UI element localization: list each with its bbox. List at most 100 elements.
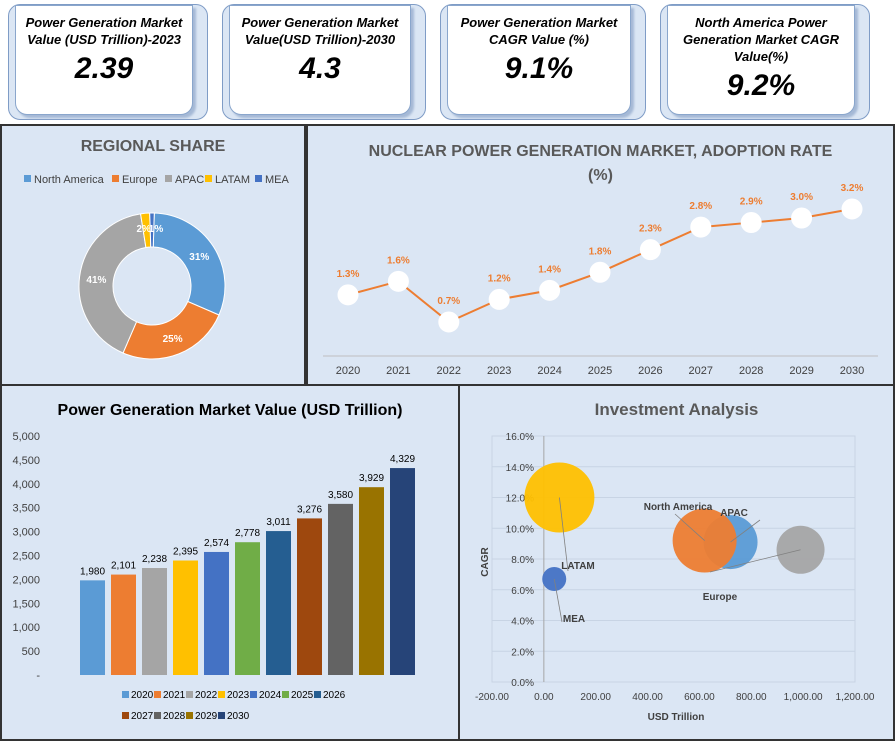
y-tick-label: 5,000 [12, 431, 40, 443]
bar-2026 [266, 531, 291, 675]
market-value-chart: - 500 1,000 1,500 2,000 2,500 3,000 3,500 4,000 4… [12, 431, 415, 722]
x-tick-label: 2030 [840, 365, 864, 377]
y-tick-label: 500 [22, 646, 40, 658]
investment-title: Investment Analysis [594, 400, 759, 419]
x-tick-label: 2025 [588, 365, 612, 377]
x-tick-label: 2023 [487, 365, 511, 377]
y-tick-label: 1,000 [12, 622, 40, 634]
bar-data-label: 3,929 [359, 473, 384, 484]
donut-data-label: 1% [149, 224, 164, 235]
x-axis-title: USD Trillion [648, 712, 705, 723]
bar-2030 [390, 468, 415, 675]
x-tick-label: 2028 [739, 365, 763, 377]
donut-data-label: 25% [163, 334, 183, 345]
legend-label: APAC [175, 174, 204, 186]
data-label: 2.9% [740, 197, 763, 208]
legend-label: 2027 [131, 711, 154, 722]
bar-data-label: 3,580 [328, 490, 353, 501]
bar-data-label: 2,778 [235, 528, 260, 539]
bar-2020 [80, 580, 105, 675]
x-tick-label: 800.00 [736, 692, 767, 703]
bar-data-label: 2,238 [142, 554, 167, 565]
x-tick-label: 0.00 [534, 692, 554, 703]
leader-line [559, 497, 569, 572]
kpi-card-na-cagr: North America Power Generation Market CA… [660, 4, 870, 120]
data-label: 1.3% [337, 269, 360, 280]
legend-label: 2030 [227, 711, 250, 722]
y-tick-label: 3,000 [12, 527, 40, 539]
x-tick-label: 200.00 [580, 692, 611, 703]
x-tick-label: 2027 [689, 365, 713, 377]
y-tick-label: 10.0% [506, 524, 534, 535]
legend-swatch [205, 175, 212, 182]
leader-line [709, 549, 801, 573]
legend-label: 2022 [195, 690, 218, 701]
leader-line [674, 513, 705, 541]
y-tick-label: 6.0% [511, 586, 534, 597]
market-value-title: Power Generation Market Value (USD Trill… [57, 402, 403, 419]
data-point [740, 212, 762, 234]
bubble-label: North America [644, 502, 713, 513]
legend-label: 2026 [323, 690, 346, 701]
y-tick-label: 16.0% [506, 432, 534, 443]
bar-2024 [204, 551, 229, 675]
kpi-value: 4.3 [299, 52, 341, 85]
adoption-rate-panel: NUCLEAR POWER GENERATION MARKET, ADOPTIO… [306, 124, 895, 386]
legend-swatch [154, 712, 161, 719]
x-tick-label: 1,200.00 [836, 692, 875, 703]
leader-line [553, 578, 563, 623]
y-tick-label: - [36, 670, 40, 682]
kpi-value: 9.2% [726, 69, 796, 102]
data-label: 0.7% [437, 296, 460, 307]
bubble-label: MEA [563, 614, 585, 625]
kpi-title: Power Generation Market CAGR Value (%) [460, 15, 618, 47]
legend-swatch [314, 691, 321, 698]
market-value-panel: Power Generation Market Value (USD Trill… [0, 384, 460, 741]
data-label: 1.2% [488, 273, 511, 284]
legend-label: LATAM [215, 174, 250, 186]
data-point [387, 270, 409, 292]
data-label: 1.6% [387, 255, 410, 266]
y-tick-label: 12.0% [506, 494, 534, 505]
legend-label: 2020 [131, 690, 154, 701]
bar-data-label: 2,574 [204, 538, 229, 549]
x-tick-label: 400.00 [632, 692, 663, 703]
x-tick-label: 2029 [789, 365, 813, 377]
data-point [690, 216, 712, 238]
data-point [589, 261, 611, 283]
bar-2021 [111, 574, 136, 675]
donut-slice-north-america [152, 212, 226, 316]
bar-data-label: 2,395 [173, 547, 198, 558]
data-point [791, 207, 813, 229]
y-tick-label: 0.0% [511, 678, 534, 689]
data-point [639, 239, 661, 261]
kpi-value: 9.1% [504, 52, 574, 85]
y-tick-label: 2,500 [12, 551, 40, 563]
bar-2027 [297, 518, 322, 675]
legend-label: North America [34, 174, 105, 186]
bar-2022 [142, 568, 167, 675]
legend-label: 2029 [195, 711, 218, 722]
x-tick-label: 2021 [386, 365, 410, 377]
adoption-rate-chart: 1.3% 2020 1.6% 2021 0.7% 2022 1.2% 2023 1.4% 2024… [323, 183, 878, 377]
data-point [337, 284, 359, 306]
donut-data-label: 41% [86, 275, 106, 286]
donut-data-label: 2% [137, 224, 152, 235]
bubble-label: Europe [703, 592, 738, 603]
x-tick-label: 600.00 [684, 692, 715, 703]
x-tick-label: 2020 [336, 365, 360, 377]
leader-line [730, 519, 761, 543]
legend-label: 2021 [163, 690, 186, 701]
legend-swatch [250, 691, 257, 698]
kpi-value: 2.39 [74, 52, 134, 85]
bar-data-label: 2,101 [111, 561, 136, 572]
bar-data-label: 3,276 [297, 504, 322, 515]
legend-swatch [255, 175, 262, 182]
y-tick-label: 4,500 [12, 455, 40, 467]
legend-swatch [218, 712, 225, 719]
donut-slice-mea [149, 212, 155, 248]
legend-label: 2023 [227, 690, 250, 701]
kpi-title: Power Generation Market Value(USD Trilli… [241, 15, 399, 47]
bubble-label: LATAM [561, 561, 595, 572]
data-point [488, 288, 510, 310]
